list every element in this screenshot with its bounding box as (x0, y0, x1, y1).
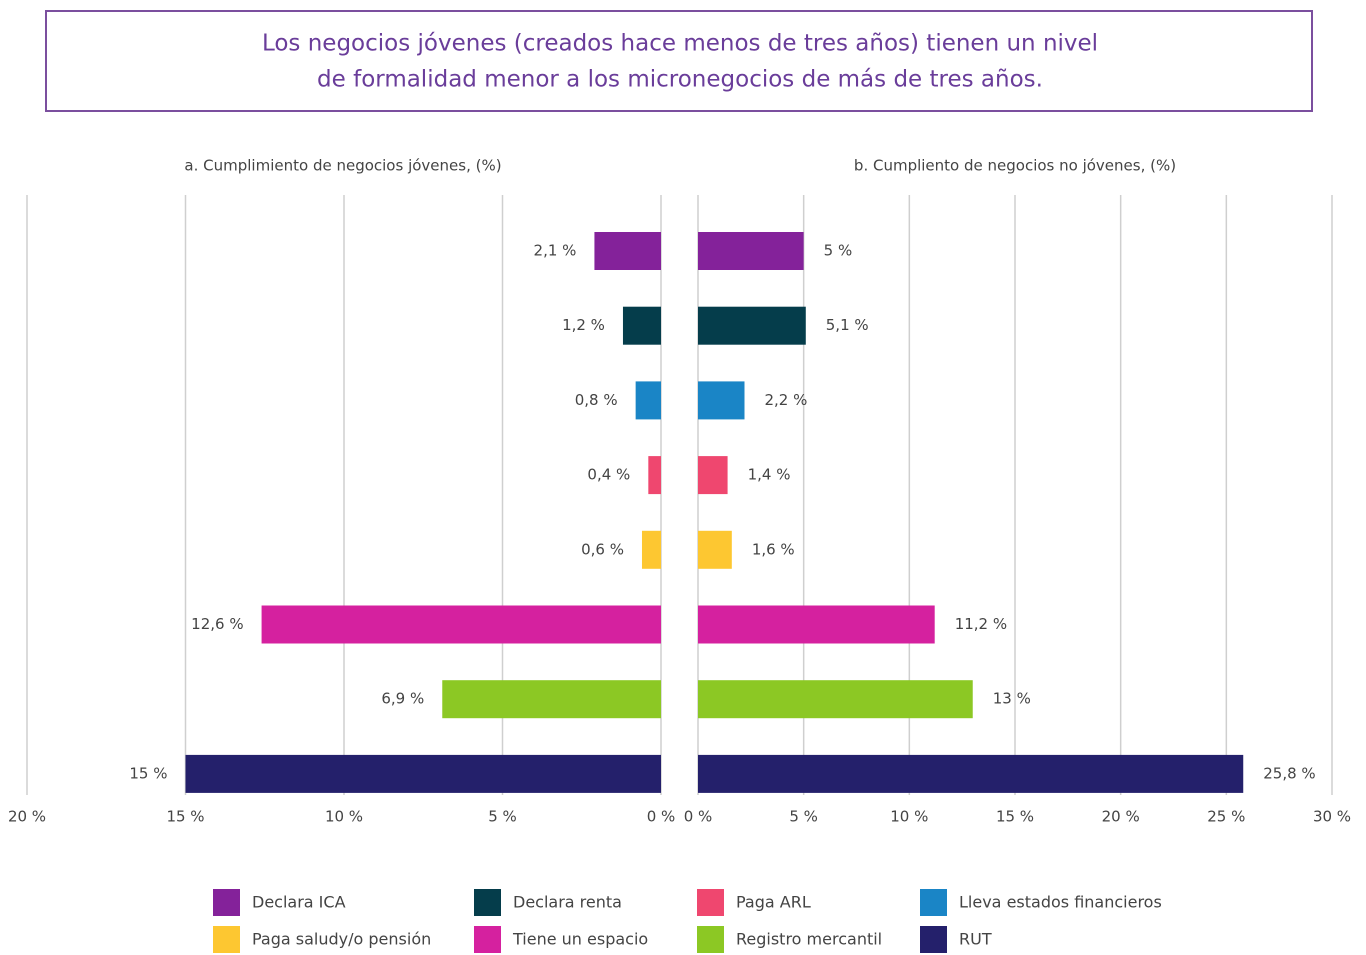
value-label: 12,6 % (191, 615, 243, 633)
legend-swatch (920, 926, 947, 953)
x-tick-label: 10 % (325, 808, 363, 826)
bar (442, 680, 661, 719)
x-tick-label: 30 % (1313, 808, 1351, 826)
bar (261, 605, 661, 644)
bar (635, 381, 661, 420)
legend-text: Declara renta (513, 893, 622, 912)
x-tick-label: 20 % (8, 808, 46, 826)
value-label: 1,6 % (752, 540, 795, 558)
bar (698, 381, 745, 420)
value-label: 2,2 % (764, 391, 807, 409)
chart-title: Los negocios jóvenes (creados hace menos… (262, 31, 1098, 57)
legend-swatch (697, 926, 724, 953)
legend-text: Paga ARL (736, 893, 811, 912)
value-label: 0,8 % (575, 391, 618, 409)
chart-title: de formalidad menor a los micronegocios … (317, 67, 1043, 93)
value-label: 5,1 % (826, 316, 869, 334)
value-label: 2,1 % (534, 242, 577, 260)
legend-text: Lleva estados financieros (959, 893, 1162, 912)
value-label: 6,9 % (381, 690, 424, 708)
bar (698, 530, 732, 569)
bar (698, 754, 1244, 793)
legend-swatch (474, 889, 501, 916)
legend-text: Paga saludy/o pensión (252, 930, 431, 949)
legend-swatch (697, 889, 724, 916)
bar (698, 680, 973, 719)
legend-text: Declara ICA (252, 893, 346, 912)
bar (698, 456, 728, 495)
legend-swatch (213, 889, 240, 916)
legend-swatch (920, 889, 947, 916)
x-tick-label: 10 % (890, 808, 928, 826)
legend-swatch (474, 926, 501, 953)
bar (698, 306, 806, 345)
title-box (45, 10, 1313, 112)
value-label: 11,2 % (955, 615, 1007, 633)
legend-swatch (213, 926, 240, 953)
bar (185, 754, 661, 793)
legend-text: RUT (959, 930, 992, 949)
bar (641, 530, 661, 569)
value-label: 0,6 % (581, 540, 624, 558)
x-tick-label: 15 % (166, 808, 204, 826)
value-label: 1,4 % (748, 466, 791, 484)
x-tick-label: 25 % (1207, 808, 1245, 826)
value-label: 0,4 % (587, 466, 630, 484)
bar (622, 306, 661, 345)
x-tick-label: 5 % (789, 808, 818, 826)
value-label: 5 % (824, 242, 853, 260)
chart-subtitle: a. Cumplimiento de negocios jóvenes, (%) (184, 157, 501, 175)
value-label: 15 % (129, 764, 167, 782)
value-label: 13 % (993, 690, 1031, 708)
x-tick-label: 5 % (488, 808, 517, 826)
chart-subtitle: b. Cumpliento de negocios no jóvenes, (%… (854, 157, 1176, 175)
value-label: 25,8 % (1263, 764, 1315, 782)
x-tick-label: 0 % (684, 808, 713, 826)
x-tick-label: 0 % (647, 808, 676, 826)
bar (698, 605, 935, 644)
bar (698, 232, 804, 270)
legend-text: Tiene un espacio (512, 930, 648, 949)
x-tick-label: 15 % (996, 808, 1034, 826)
bar (648, 456, 661, 495)
value-label: 1,2 % (562, 316, 605, 334)
legend-text: Registro mercantil (736, 930, 882, 949)
bar (594, 232, 661, 270)
x-tick-label: 20 % (1102, 808, 1140, 826)
